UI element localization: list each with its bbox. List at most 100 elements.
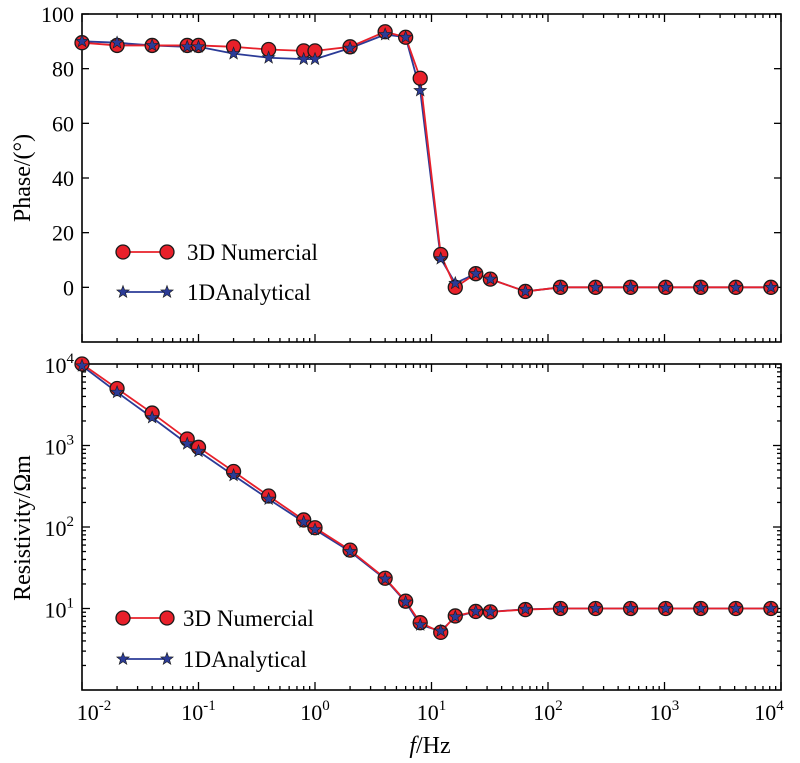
res-legend-stars-marker-1 [159,651,175,665]
x-tick-label-0-exp: -2 [99,698,112,714]
res-ytick-label-0-base: 10 [45,598,67,623]
phase-point-analytical [343,40,358,55]
x-tick-label-0-base: 10 [77,700,99,725]
res-point-analytical [728,601,743,615]
phase-ytick-label-1: 20 [52,221,74,246]
res-point-analytical [296,514,311,529]
x-tick-label-0: 10-2 [77,698,112,725]
phase-legend-label-numerical: 3D Numercial [187,240,318,265]
phase-ytick-label-4: 80 [52,57,74,82]
phase-point-analytical [398,29,413,44]
phase-point-analytical [468,266,483,280]
phase-point-analytical [378,27,393,41]
resistivity-ylabel: Resistivity/Ωm [10,455,36,601]
res-point-analytical [553,601,568,615]
res-point-analytical [307,522,323,536]
phase-point-analytical [658,279,673,294]
res-legend-stars-marker-0 [115,651,131,665]
res-point-analytical [468,604,483,618]
phase-point-analytical [588,279,603,294]
res-ytick-label-1-base: 10 [45,516,67,541]
phase-ytick-label-5: 100 [41,2,74,27]
phase-ylabel: Phase/(°) [10,134,36,222]
res-point-analytical [763,601,778,615]
x-tick-label-3-base: 10 [417,700,439,725]
phase-line-analytical [81,33,771,293]
phase-point-analytical [261,50,276,64]
phase-ytick-label-0: 0 [63,275,74,300]
phase-legend-stars-marker-1 [159,284,175,298]
x-tick-label-1-base: 10 [181,700,203,725]
res-legend-stars [115,651,175,665]
res-line-analytical [81,365,771,632]
phase-legend: 3D Numercial 1DAnalytical [115,240,318,305]
res-ytick-label-2-exp: 3 [67,433,75,449]
res-point-analytical [145,410,160,424]
x-tick-label-3: 101 [417,698,447,725]
x-tick-label-5: 103 [650,698,680,725]
res-point-analytical [110,384,125,399]
res-point-analytical [413,617,428,631]
res-point-analytical [433,623,448,637]
phase-point-analytical [110,35,125,49]
phase-ytick-label-3: 60 [52,111,74,136]
res-line-numerical [81,363,771,634]
res-ytick-label-0-exp: 1 [67,596,75,612]
res-point-analytical [588,601,603,615]
res-point-analytical [226,468,241,482]
x-tick-label-4-exp: 2 [555,698,563,714]
x-tick-label-2-base: 10 [300,700,322,725]
x-tick-label-6-exp: 4 [776,698,784,714]
res-point-analytical [191,443,206,458]
phase-point-analytical [74,33,90,48]
x-tick-label-4: 102 [533,698,563,725]
phase-point-analytical [191,39,206,53]
phase-point-analytical [623,279,638,294]
phase-point-numerical [412,70,428,86]
res-ytick-label-3: 104 [45,351,75,378]
res-point-analytical [74,358,90,372]
x-tick-label-6-base: 10 [754,700,776,725]
x-tick-label-4-base: 10 [533,700,555,725]
phase-legend-label-analytical: 1DAnalytical [187,280,311,305]
phase-point-analytical [448,275,463,290]
phase-ticks: 0 20 40 60 80 100 [41,2,782,342]
res-legend-label-numerical: 3D Numercial [183,606,314,631]
x-tick-label-2: 100 [300,698,330,725]
phase-series [74,24,779,300]
x-tick-label-2-exp: 0 [322,698,330,714]
phase-point-analytical [226,46,241,60]
phase-point-analytical [693,279,708,294]
res-ytick-label-1: 102 [45,514,75,541]
res-ytick-label-0: 101 [45,596,75,623]
phase-legend-stars [115,284,175,298]
res-point-analytical [180,436,195,450]
res-point-analytical [448,609,463,623]
res-point-analytical [398,594,413,609]
phase-point-analytical [307,51,323,66]
res-point-analytical [378,571,393,585]
phase-point-analytical [413,83,428,97]
phase-point-analytical [553,279,568,294]
res-point-analytical [518,601,533,616]
x-tick-label-1: 10-1 [181,698,216,725]
phase-line-numerical [81,30,771,293]
x-tick-labels: 10-2 10-1 100 101 102 103 104 [77,698,785,725]
phase-point-analytical [518,284,533,298]
phase-point-analytical [145,38,160,52]
x-tick-label-6: 104 [754,698,784,725]
phase-point-analytical [433,251,448,265]
phase-legend-marker-numerical-right [159,244,175,260]
x-axis-label-italic: f [409,733,419,759]
phase-point-analytical [483,271,498,286]
res-point-analytical [343,544,358,558]
res-ytick-label-3-base: 10 [45,353,67,378]
res-legend-label-analytical: 1DAnalytical [183,647,307,672]
phase-legend-stars-marker-0 [115,284,131,298]
res-point-analytical [658,601,673,615]
res-point-analytical [483,604,498,618]
res-point-analytical [623,601,638,615]
